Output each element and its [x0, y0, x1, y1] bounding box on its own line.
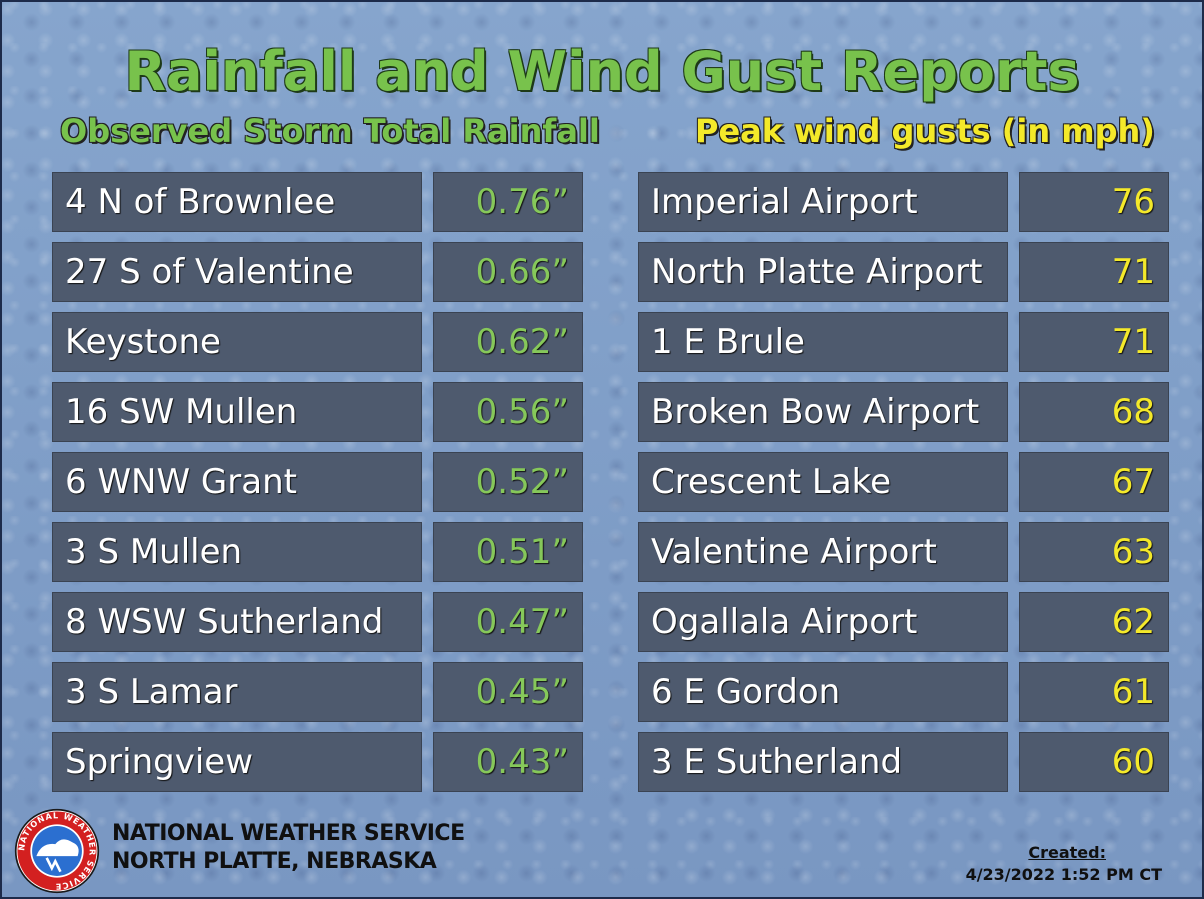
- wind-location: Crescent Lake: [638, 452, 1008, 512]
- organization-name: NATIONAL WEATHER SERVICE NORTH PLATTE, N…: [112, 820, 465, 876]
- rainfall-location: Keystone: [52, 312, 422, 372]
- wind-location: Valentine Airport: [638, 522, 1008, 582]
- nws-logo-icon: NATIONAL WEATHER SERVICE: [14, 808, 100, 894]
- wind-value: 63: [1019, 522, 1169, 582]
- rainfall-heading: Observed Storm Total Rainfall: [60, 112, 600, 150]
- wind-value: 62: [1019, 592, 1169, 652]
- wind-value: 61: [1019, 662, 1169, 722]
- wind-location: Imperial Airport: [638, 172, 1008, 232]
- created-label: Created:: [1028, 843, 1106, 862]
- page-title: Rainfall and Wind Gust Reports: [124, 40, 1080, 103]
- rainfall-value: 0.56”: [433, 382, 583, 442]
- rainfall-location: 16 SW Mullen: [52, 382, 422, 442]
- wind-location: Ogallala Airport: [638, 592, 1008, 652]
- rainfall-value: 0.66”: [433, 242, 583, 302]
- wind-location: 1 E Brule: [638, 312, 1008, 372]
- wind-heading: Peak wind gusts (in mph): [695, 112, 1155, 150]
- org-line-2: NORTH PLATTE, NEBRASKA: [112, 849, 437, 874]
- wind-value: 71: [1019, 312, 1169, 372]
- wind-location: 3 E Sutherland: [638, 732, 1008, 792]
- wind-location: North Platte Airport: [638, 242, 1008, 302]
- rainfall-value: 0.62”: [433, 312, 583, 372]
- created-stamp: Created: 4/23/2022 1:52 PM CT: [966, 842, 1162, 886]
- rainfall-value: 0.76”: [433, 172, 583, 232]
- wind-value: 60: [1019, 732, 1169, 792]
- rainfall-value: 0.43”: [433, 732, 583, 792]
- created-value: 4/23/2022 1:52 PM CT: [965, 865, 1162, 884]
- wind-location: Broken Bow Airport: [638, 382, 1008, 442]
- rainfall-value: 0.51”: [433, 522, 583, 582]
- rainfall-location: 27 S of Valentine: [52, 242, 422, 302]
- rainfall-location: 4 N of Brownlee: [52, 172, 422, 232]
- wind-value: 67: [1019, 452, 1169, 512]
- rainfall-value: 0.52”: [433, 452, 583, 512]
- wind-value: 71: [1019, 242, 1169, 302]
- rainfall-location: 3 S Mullen: [52, 522, 422, 582]
- rainfall-value: 0.47”: [433, 592, 583, 652]
- wind-value: 68: [1019, 382, 1169, 442]
- wind-value: 76: [1019, 172, 1169, 232]
- rainfall-location: Springview: [52, 732, 422, 792]
- org-line-1: NATIONAL WEATHER SERVICE: [112, 821, 465, 846]
- rainfall-location: 6 WNW Grant: [52, 452, 422, 512]
- wind-location: 6 E Gordon: [638, 662, 1008, 722]
- rainfall-value: 0.45”: [433, 662, 583, 722]
- rainfall-location: 3 S Lamar: [52, 662, 422, 722]
- rainfall-location: 8 WSW Sutherland: [52, 592, 422, 652]
